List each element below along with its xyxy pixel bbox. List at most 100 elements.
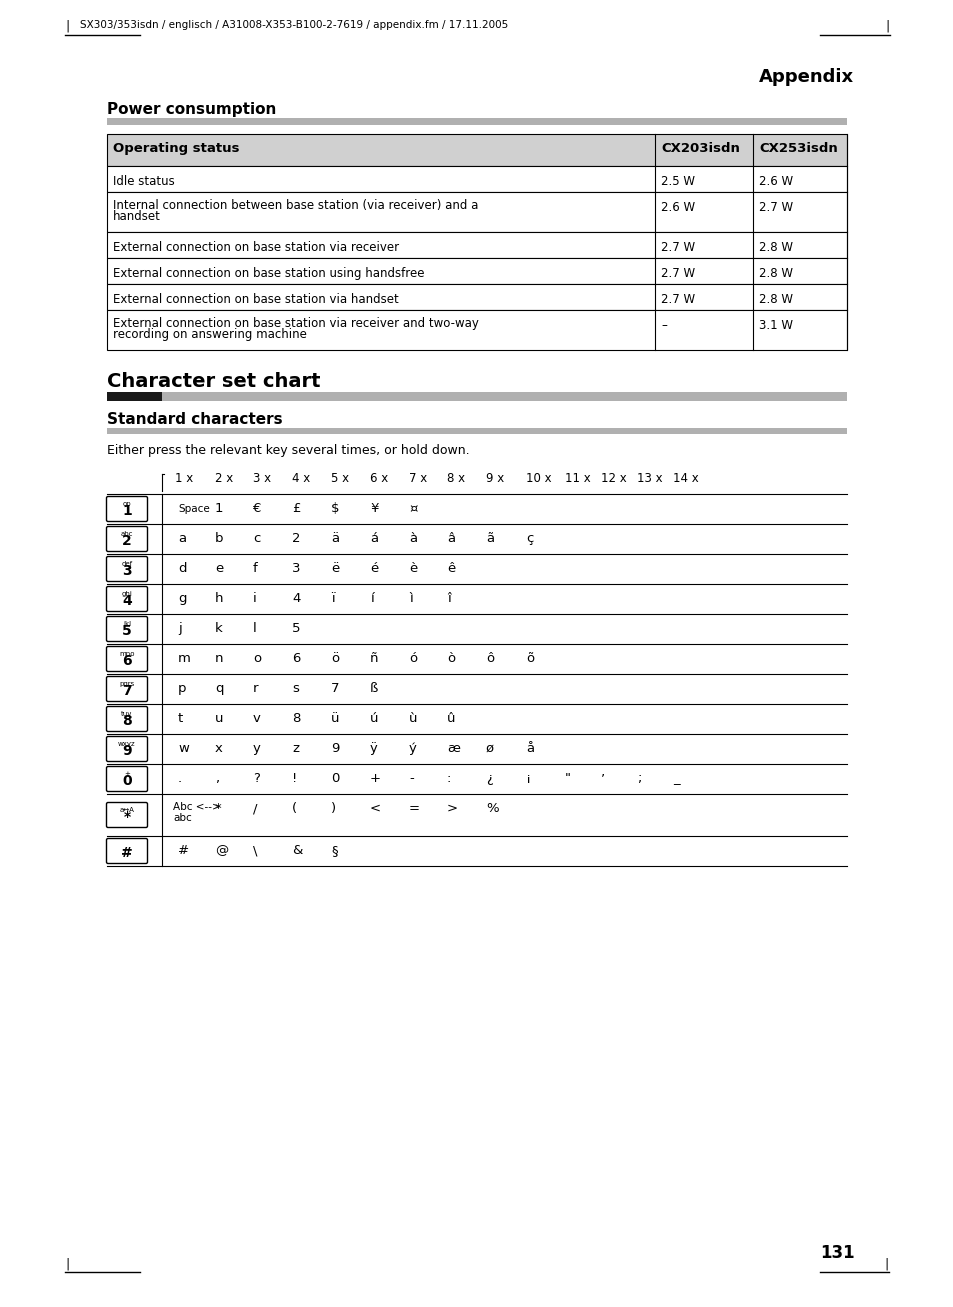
Text: ç: ç [525,532,533,545]
Text: tuv: tuv [121,711,132,718]
Text: a↔A: a↔A [119,806,134,813]
Text: 2.7 W: 2.7 W [660,267,695,280]
Text: Standard characters: Standard characters [107,412,282,427]
FancyBboxPatch shape [107,647,148,672]
Text: .: . [178,772,182,786]
Text: External connection on base station via receiver and two-way: External connection on base station via … [112,318,478,329]
Text: 3 x: 3 x [253,472,271,485]
Text: r: r [253,682,258,695]
Text: #: # [121,846,132,860]
Bar [162,392,846,401]
Text: l: l [253,622,256,635]
Text: 8: 8 [292,712,300,725]
Text: 6: 6 [122,654,132,668]
Text: ,: , [214,772,219,786]
Text: abc: abc [121,531,133,537]
Text: Appendix: Appendix [758,68,853,86]
Text: q: q [214,682,223,695]
Text: ;: ; [637,772,640,786]
Text: w: w [178,742,189,755]
Text: ë: ë [331,562,339,575]
Text: External connection on base station using handsfree: External connection on base station usin… [112,267,424,280]
Text: 3: 3 [122,565,132,578]
Text: 3.1 W: 3.1 W [759,319,792,332]
Text: 2.6 W: 2.6 W [759,175,792,188]
Text: 2.5 W: 2.5 W [660,175,695,188]
Text: ã: ã [485,532,494,545]
Text: ó: ó [409,652,416,665]
Text: 3: 3 [292,562,300,575]
Text: ’: ’ [600,772,604,786]
Text: +: + [124,771,130,776]
Text: 4: 4 [292,592,300,605]
Text: j: j [178,622,182,635]
Bar [107,118,846,125]
Text: wxyz: wxyz [118,741,135,748]
Text: |: | [65,20,70,33]
Text: *: * [214,802,221,816]
Text: ý: ý [409,742,416,755]
Text: def: def [121,561,132,567]
Text: /: / [253,802,257,816]
Text: |: | [65,1259,70,1270]
Text: o: o [253,652,261,665]
Bar [107,135,846,166]
Text: !: ! [292,772,297,786]
Text: |: | [884,20,889,33]
Text: ì: ì [409,592,413,605]
Text: 0: 0 [122,774,132,788]
Text: Power consumption: Power consumption [107,102,276,118]
Text: å: å [525,742,534,755]
Text: 2: 2 [292,532,300,545]
Text: pqrs: pqrs [119,681,134,687]
FancyBboxPatch shape [107,707,148,732]
Text: %: % [485,802,498,816]
Text: Operating status: Operating status [112,142,239,156]
Text: $: $ [331,502,339,515]
Text: 1 x: 1 x [174,472,193,485]
Text: 11 x: 11 x [564,472,590,485]
Text: c: c [253,532,260,545]
Text: 2.7 W: 2.7 W [759,201,792,214]
Text: 5 x: 5 x [331,472,349,485]
Text: ?: ? [253,772,259,786]
Bar [107,257,846,284]
Text: 0: 0 [331,772,339,786]
FancyBboxPatch shape [107,839,148,864]
Text: ò: ò [447,652,455,665]
Text: 4: 4 [122,593,132,608]
Text: Internal connection between base station (via receiver) and a: Internal connection between base station… [112,199,477,212]
Text: u: u [214,712,223,725]
Text: SX303/353isdn / englisch / A31008-X353-B100-2-7619 / appendix.fm / 17.11.2005: SX303/353isdn / englisch / A31008-X353-B… [80,20,508,30]
Text: 4 x: 4 x [292,472,310,485]
Text: ÿ: ÿ [370,742,377,755]
Text: CX203isdn: CX203isdn [660,142,740,156]
Text: *: * [123,810,131,823]
Text: (: ( [292,802,296,816]
Text: á: á [370,532,377,545]
Text: #: # [178,844,189,857]
Text: y: y [253,742,260,755]
Text: CX253isdn: CX253isdn [759,142,837,156]
Text: @: @ [214,844,228,857]
FancyBboxPatch shape [107,617,148,642]
Text: ): ) [331,802,335,816]
Text: b: b [214,532,223,545]
Text: ¥: ¥ [370,502,378,515]
Text: External connection on base station via receiver: External connection on base station via … [112,240,398,254]
Text: æ: æ [447,742,459,755]
Text: ù: ù [409,712,417,725]
Text: d: d [178,562,186,575]
Text: à: à [409,532,416,545]
Text: ß: ß [370,682,378,695]
Text: –: – [660,319,666,332]
Text: n: n [214,652,223,665]
Bar [107,233,846,257]
Text: 7 x: 7 x [409,472,427,485]
Text: m: m [178,652,191,665]
Text: ê: ê [447,562,455,575]
Text: £: £ [292,502,300,515]
Text: ü: ü [331,712,339,725]
Text: 9 x: 9 x [485,472,504,485]
Bar [107,310,846,350]
